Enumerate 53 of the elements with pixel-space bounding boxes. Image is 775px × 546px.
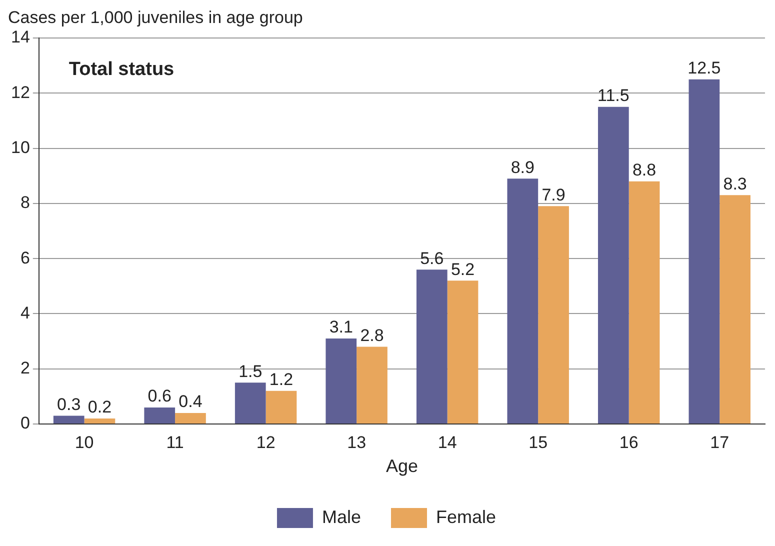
data-label: 0.4 xyxy=(178,392,202,412)
bar xyxy=(144,407,176,424)
bar xyxy=(507,178,538,424)
y-tick-label: 8 xyxy=(20,193,30,212)
bar xyxy=(266,390,297,424)
y-tick-label: 4 xyxy=(20,303,30,322)
y-tick-label: 0 xyxy=(20,414,30,433)
x-tick-label: 15 xyxy=(528,432,548,452)
y-tick-label: 6 xyxy=(20,248,30,268)
data-label: 8.3 xyxy=(723,174,747,194)
data-label: 1.2 xyxy=(269,370,294,390)
data-label: 7.9 xyxy=(542,185,566,204)
y-tick-label: 12 xyxy=(10,82,30,102)
bar xyxy=(356,346,388,424)
x-axis-title: Age xyxy=(386,456,418,476)
data-label: 0.2 xyxy=(88,398,112,417)
bar xyxy=(720,195,750,424)
bar xyxy=(538,206,569,424)
bar xyxy=(688,79,720,424)
data-label: 12.5 xyxy=(688,58,721,78)
x-tick-label: 13 xyxy=(347,432,366,452)
bar xyxy=(326,338,357,424)
bar xyxy=(416,270,448,424)
x-tick-label: 11 xyxy=(166,432,184,452)
data-label: 5.6 xyxy=(420,248,444,268)
data-label: 3.1 xyxy=(329,318,353,337)
data-label: 0.6 xyxy=(148,386,172,406)
data-label: 11.5 xyxy=(598,86,630,106)
data-label: 5.2 xyxy=(450,260,475,279)
annotation: Total status xyxy=(68,59,174,80)
bar xyxy=(628,181,660,424)
legend-label: Female xyxy=(436,506,496,527)
x-tick-label: 14 xyxy=(438,432,457,452)
data-label: 2.8 xyxy=(360,326,384,345)
x-tick-label: 10 xyxy=(74,432,94,452)
data-label: 1.5 xyxy=(238,362,262,381)
y-tick-label: 2 xyxy=(20,358,30,378)
bar xyxy=(598,106,629,424)
data-label: 8.9 xyxy=(510,158,534,177)
x-tick-label: 12 xyxy=(256,432,276,452)
data-label: 8.8 xyxy=(632,160,656,180)
y-axis-title: Cases per 1,000 juveniles in age group xyxy=(8,8,303,28)
bar xyxy=(175,412,206,424)
x-tick-label: 16 xyxy=(619,432,638,452)
data-label: 0.3 xyxy=(57,394,81,414)
bar xyxy=(447,280,478,424)
y-tick-label: 14 xyxy=(10,28,30,47)
bar xyxy=(53,416,84,424)
legend-label: Male xyxy=(322,506,361,527)
y-tick-label: 10 xyxy=(10,138,30,157)
bar xyxy=(234,382,266,424)
x-tick-label: 17 xyxy=(710,432,730,452)
bar xyxy=(84,418,116,424)
